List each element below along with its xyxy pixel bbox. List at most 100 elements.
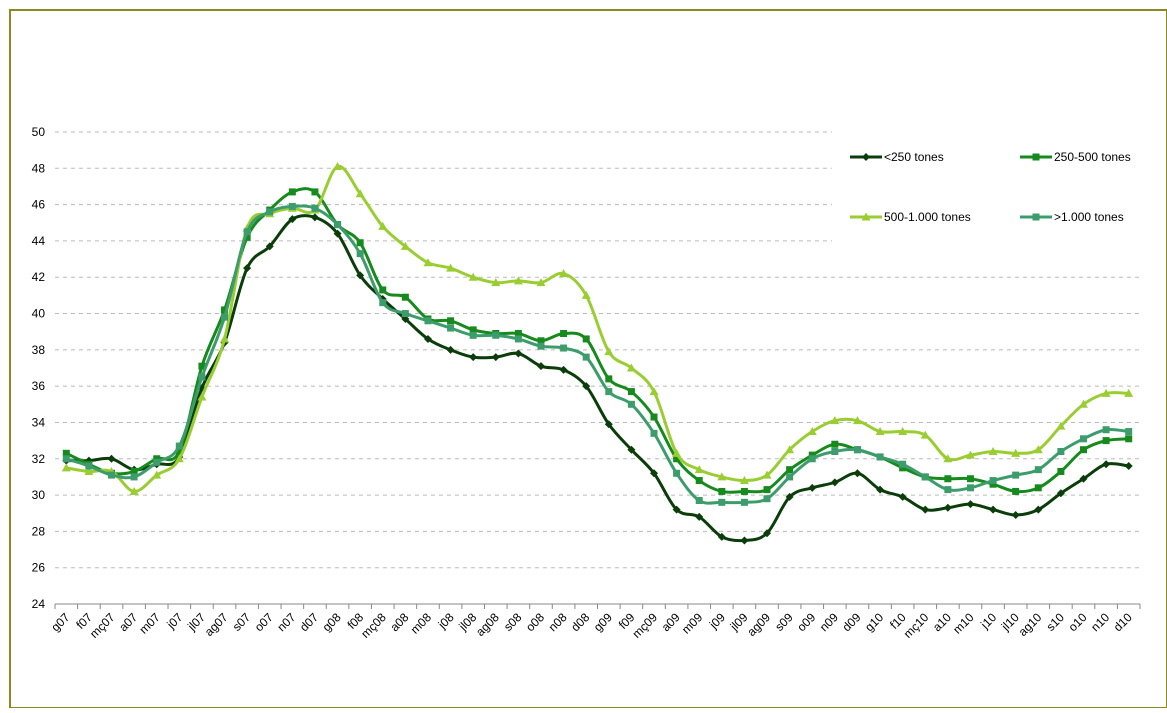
data-point — [220, 334, 230, 343]
data-point — [1102, 426, 1110, 434]
data-point — [966, 500, 975, 509]
data-point — [288, 215, 297, 224]
data-point — [762, 470, 772, 479]
y-tick-label: 40 — [32, 307, 46, 321]
data-point — [559, 365, 568, 374]
data-point — [175, 442, 183, 450]
data-point — [446, 345, 455, 354]
data-point — [311, 188, 319, 196]
data-point — [1102, 460, 1111, 469]
y-tick-label: 34 — [32, 415, 46, 429]
legend-label: 500-1.000 tones — [884, 210, 971, 224]
data-point — [243, 264, 252, 273]
data-point — [650, 413, 658, 421]
data-point — [468, 272, 478, 281]
data-point — [560, 330, 568, 338]
data-point — [1056, 421, 1066, 430]
data-point — [197, 392, 207, 401]
data-point — [198, 373, 206, 381]
data-point — [605, 375, 613, 383]
data-point — [1033, 445, 1043, 454]
data-point — [626, 363, 636, 372]
data-point — [401, 310, 409, 318]
data-point — [198, 362, 206, 370]
data-point — [694, 465, 704, 474]
data-point — [310, 213, 319, 222]
data-point — [491, 278, 501, 287]
data-point — [174, 454, 184, 463]
legend-marker — [861, 212, 871, 221]
data-point — [830, 478, 839, 487]
data-point — [672, 448, 682, 457]
data-point — [130, 473, 138, 481]
data-point — [537, 342, 545, 350]
data-point — [288, 202, 296, 210]
data-point — [808, 451, 816, 459]
data-point — [852, 416, 862, 425]
legend-marker — [1032, 153, 1040, 161]
data-point — [1079, 474, 1088, 483]
data-point — [740, 487, 748, 495]
data-point — [537, 337, 545, 345]
data-point — [447, 317, 455, 325]
data-point — [717, 532, 726, 541]
data-point — [989, 505, 998, 514]
data-point — [265, 242, 274, 251]
data-point — [921, 505, 930, 514]
data-point — [62, 449, 70, 457]
data-point — [673, 469, 681, 477]
data-point — [469, 326, 477, 334]
data-point — [921, 473, 929, 481]
data-point — [536, 278, 546, 287]
data-point — [604, 420, 613, 429]
y-tick-label: 36 — [32, 379, 46, 393]
data-point — [1125, 435, 1133, 443]
data-point — [1125, 428, 1133, 436]
data-point — [333, 229, 342, 238]
data-point — [356, 239, 364, 247]
data-point — [1078, 399, 1088, 408]
data-point — [875, 427, 885, 436]
data-point — [243, 233, 251, 241]
data-point — [491, 353, 500, 362]
data-point — [899, 464, 907, 472]
data-point — [718, 487, 726, 495]
legend-label: <250 tones — [884, 150, 944, 164]
legend-label: 250-500 tones — [1054, 150, 1131, 164]
data-point — [1124, 462, 1133, 471]
data-point — [1056, 489, 1065, 498]
y-tick-label: 26 — [32, 561, 46, 575]
data-point — [943, 503, 952, 512]
data-point — [831, 440, 839, 448]
data-point — [604, 347, 614, 356]
data-point — [288, 188, 296, 196]
data-point — [582, 353, 590, 361]
data-point — [85, 462, 93, 470]
y-tick-label: 50 — [32, 125, 46, 139]
data-point — [107, 454, 116, 463]
legend-marker — [1032, 213, 1040, 221]
data-point — [650, 429, 658, 437]
data-point — [1057, 448, 1065, 456]
data-point — [943, 454, 953, 463]
data-point — [898, 427, 908, 436]
y-tick-label: 44 — [32, 234, 46, 248]
data-point — [221, 306, 229, 314]
data-point — [966, 475, 974, 483]
data-point — [61, 463, 71, 472]
data-point — [514, 335, 522, 343]
data-point — [266, 208, 274, 216]
data-point — [152, 470, 162, 479]
data-point — [153, 458, 161, 466]
data-point — [989, 477, 997, 485]
data-point — [627, 400, 635, 408]
data-point — [514, 349, 523, 358]
data-point — [786, 473, 794, 481]
data-point — [920, 430, 930, 439]
data-point — [582, 382, 591, 391]
data-point — [469, 331, 477, 339]
data-point — [1034, 484, 1042, 492]
data-point — [378, 221, 388, 230]
data-point — [808, 483, 817, 492]
